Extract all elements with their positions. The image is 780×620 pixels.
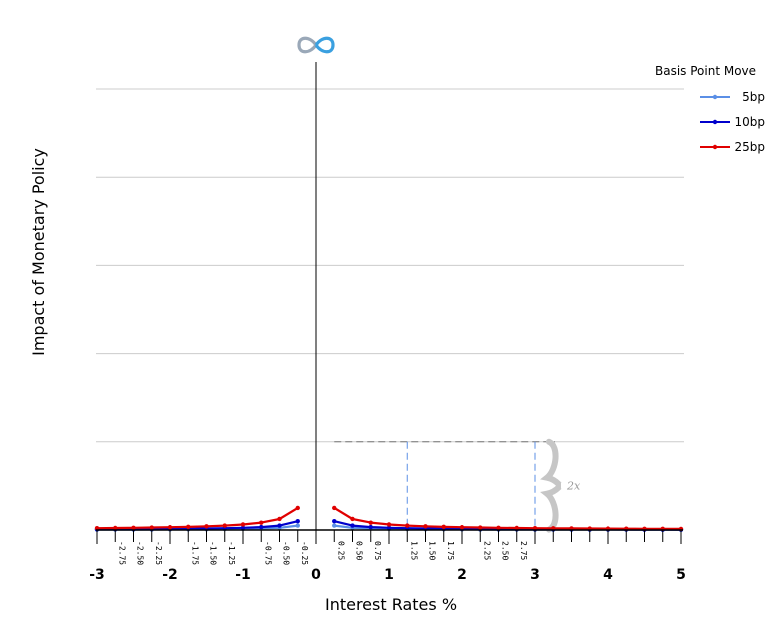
data-point <box>149 525 154 530</box>
annotation-brace: 2x <box>540 438 581 533</box>
data-point <box>167 525 173 530</box>
data-point <box>368 520 373 525</box>
x-major-tick-label: 0 <box>311 567 321 583</box>
x-minor-tick-label: 2.25 <box>482 541 491 560</box>
data-point <box>295 518 300 524</box>
x-major-tick-label: 5 <box>676 567 686 583</box>
x-minor-tick-label: 0.75 <box>373 541 382 560</box>
data-point <box>350 516 355 522</box>
data-point <box>332 518 337 524</box>
series-line <box>96 506 299 530</box>
series-line <box>333 506 682 531</box>
x-axis-title: Interest Rates % <box>325 595 457 614</box>
legend-swatch-marker <box>712 144 718 150</box>
infinity-right-loop <box>314 36 335 54</box>
x-minor-tick-label: 1.75 <box>446 541 455 560</box>
x-major-tick-label: -2 <box>162 567 178 583</box>
x-minor-tick-label: -1.25 <box>227 541 236 565</box>
data-point <box>186 524 191 530</box>
x-major-tick-label: 3 <box>530 567 540 583</box>
data-point <box>386 525 392 530</box>
data-point <box>332 523 337 528</box>
infinity-left-loop <box>297 36 318 54</box>
data-point <box>459 525 465 530</box>
x-minor-tick-label: -0.50 <box>282 541 291 565</box>
data-point <box>478 525 483 530</box>
x-minor-tick-label: 2.50 <box>501 541 510 560</box>
x-minor-tick-label: 1.25 <box>409 541 418 560</box>
data-point <box>496 525 501 530</box>
x-minor-tick-label: -0.25 <box>300 541 309 565</box>
gridlines <box>96 88 684 443</box>
data-point <box>131 525 136 530</box>
legend-swatch-marker <box>712 119 718 125</box>
data-point <box>514 525 519 531</box>
x-minor-tick-label: 2.75 <box>519 541 528 560</box>
series-group <box>94 505 684 532</box>
x-minor-tick-label: -1.75 <box>190 541 199 565</box>
series-line <box>96 520 299 531</box>
data-point <box>405 523 410 528</box>
data-point <box>423 524 428 529</box>
x-major-tick-label: 1 <box>384 567 394 583</box>
annotation-2x: 2x <box>566 480 581 493</box>
x-major-tick-label: 2 <box>457 567 467 583</box>
x-minor-tick-label: 0.25 <box>336 541 345 560</box>
data-point <box>113 525 118 531</box>
x-minor-tick-label: -2.75 <box>117 541 126 565</box>
reference-lines <box>334 441 555 530</box>
data-point <box>259 524 264 530</box>
x-minor-tick-label: 0.50 <box>355 541 364 560</box>
x-minor-tick-label: -2.50 <box>136 541 145 565</box>
tick-labels: -3 -2 -1 0 1 2 3 4 5 -2.75 -2.50 -2.25 -1.75 -1.50 -1.… <box>29 148 686 614</box>
data-point <box>386 522 392 527</box>
legend-title: Basis Point Move <box>655 64 756 78</box>
data-point <box>240 525 246 530</box>
axes <box>96 62 683 544</box>
data-point <box>295 523 300 528</box>
data-point <box>259 520 264 525</box>
legend-label: 10bp <box>734 115 765 129</box>
legend-label: 5bp <box>742 90 765 104</box>
legend: Basis Point Move 5bp 10bp 25bp <box>655 64 765 154</box>
legend-label: 25bp <box>734 140 765 154</box>
data-point <box>332 505 337 511</box>
data-point <box>295 505 300 511</box>
legend-swatch-marker <box>712 94 718 100</box>
x-minor-tick-label: -0.75 <box>263 541 272 565</box>
data-point <box>222 523 227 528</box>
x-major-tick-label: -3 <box>89 567 105 583</box>
data-point <box>368 524 373 530</box>
x-minor-tick-label: -2.25 <box>154 541 163 565</box>
infinity-icon <box>297 36 335 54</box>
x-major-tick-label: 4 <box>603 567 613 583</box>
data-point <box>277 516 282 522</box>
data-point <box>240 522 246 527</box>
x-minor-tick-label: -1.50 <box>209 541 218 565</box>
x-minor-tick-label: 1.50 <box>428 541 437 560</box>
curly-brace <box>540 438 563 533</box>
series-25bp <box>94 505 684 532</box>
data-point <box>277 523 282 528</box>
data-point <box>350 523 355 528</box>
data-point <box>441 524 446 530</box>
y-axis-title: Impact of Monetary Policy <box>29 148 48 356</box>
x-major-tick-label: -1 <box>235 567 251 583</box>
data-point <box>204 524 209 529</box>
